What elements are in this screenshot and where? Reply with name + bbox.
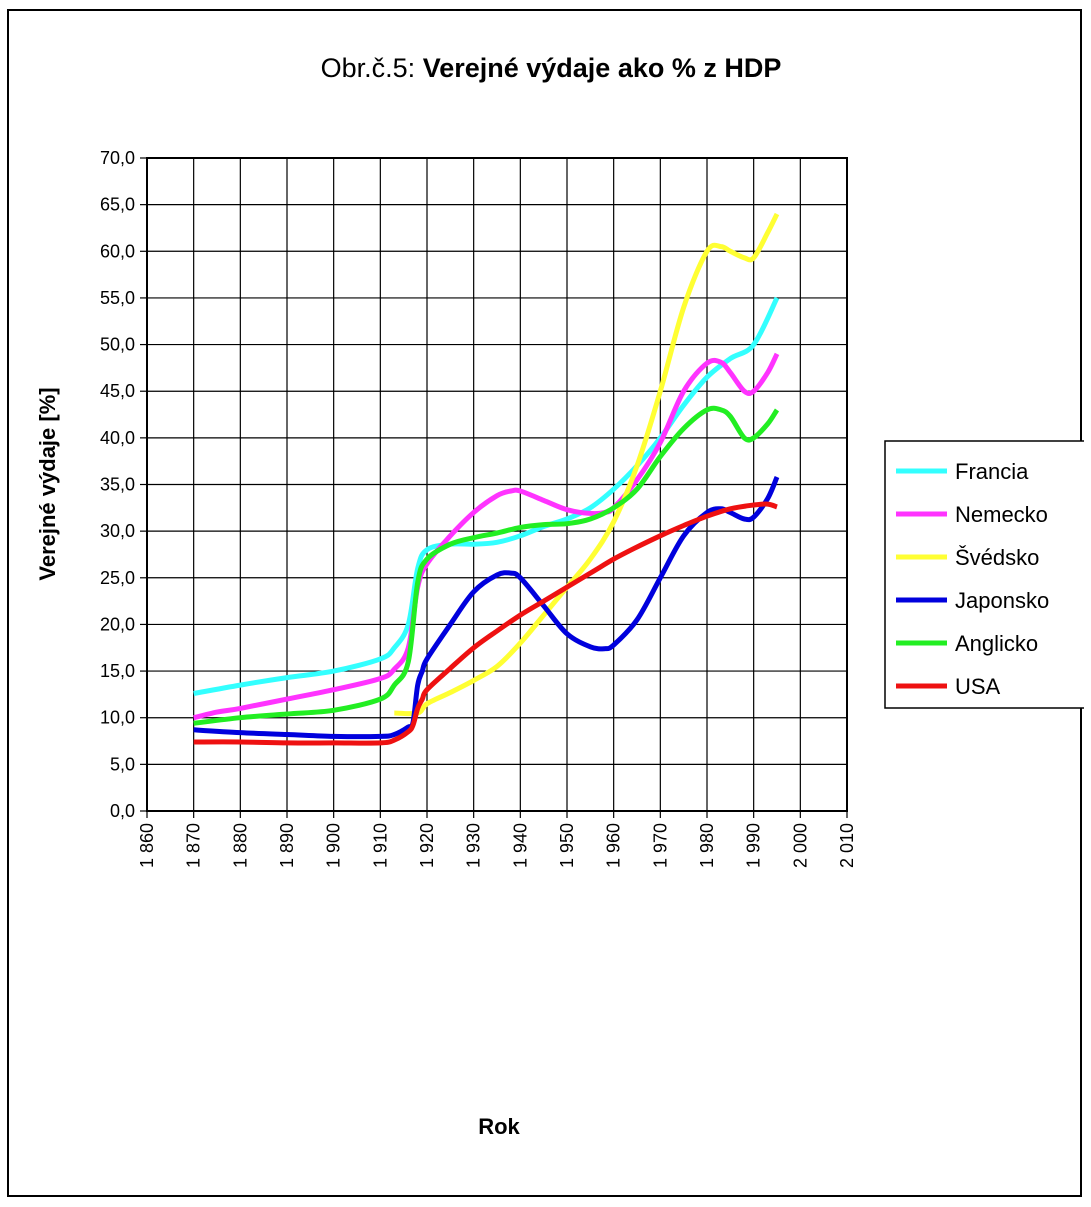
grid <box>146 157 848 812</box>
series-line-anglicko <box>193 405 780 726</box>
x-tick-label: 1 960 <box>604 823 624 868</box>
y-tick-label: 0,0 <box>110 801 135 821</box>
x-tick-label: 1 880 <box>230 823 250 868</box>
y-tick-label: 25,0 <box>100 568 135 588</box>
y-tick-label: 15,0 <box>100 661 135 681</box>
series-line-japonsko <box>193 475 780 740</box>
y-tick-label: 55,0 <box>100 288 135 308</box>
y-tick-label: 10,0 <box>100 708 135 728</box>
legend-box <box>884 440 1084 709</box>
chart-title-main: Verejné výdaje ako % z HDP <box>423 53 782 83</box>
x-tick-label: 1 980 <box>697 823 717 868</box>
y-tick-label: 45,0 <box>100 381 135 401</box>
y-tick-label: 50,0 <box>100 335 135 355</box>
x-tick-label: 1 910 <box>370 823 390 868</box>
x-axis-ticks: 1 860 1 870 1 880 1 890 1 900 1 910 1 920 1 930… <box>137 811 857 868</box>
chart-title-prefix: Obr.č.5: <box>321 53 416 83</box>
y-tick-label: 5,0 <box>110 754 135 774</box>
x-tick-label: 1 870 <box>184 823 204 868</box>
legend-label: Francia <box>955 459 1029 484</box>
x-tick-label: 1 940 <box>510 823 530 868</box>
legend-label: USA <box>955 674 1001 699</box>
series-lines <box>193 212 780 746</box>
x-axis-title: Rok <box>478 1114 520 1139</box>
x-tick-label: 1 890 <box>277 823 297 868</box>
legend-label: Japonsko <box>955 588 1049 613</box>
x-tick-label: 1 990 <box>744 823 764 868</box>
x-tick-label: 1 930 <box>464 823 484 868</box>
y-tick-label: 20,0 <box>100 614 135 634</box>
legend-label: Švédsko <box>955 545 1039 570</box>
series-line-francia <box>193 296 780 696</box>
x-tick-label: 2 010 <box>837 823 857 868</box>
y-tick-label: 60,0 <box>100 241 135 261</box>
x-tick-label: 1 950 <box>557 823 577 868</box>
y-axis-ticks: 0,0 5,0 10,0 15,0 20,0 25,0 30,0 35,0 40,0 45,0 50… <box>100 148 147 821</box>
series-line-švédsko <box>394 212 780 717</box>
x-tick-label: 1 920 <box>417 823 437 868</box>
series-line-usa <box>193 501 778 746</box>
y-tick-label: 40,0 <box>100 428 135 448</box>
chart-title: Obr.č.5: Verejné výdaje ako % z HDP <box>321 53 782 83</box>
series-line-nemecko <box>193 352 780 721</box>
y-tick-label: 35,0 <box>100 475 135 495</box>
chart-frame: Obr.č.5: Verejné výdaje ako % z HDP 0,0 5… <box>7 9 1084 1197</box>
y-tick-label: 30,0 <box>100 521 135 541</box>
y-tick-label: 65,0 <box>100 195 135 215</box>
legend-label: Anglicko <box>955 631 1038 656</box>
legend-label: Nemecko <box>955 502 1048 527</box>
y-axis-title: Verejné výdaje [%] <box>35 387 60 580</box>
x-tick-label: 1 860 <box>137 823 157 868</box>
x-tick-label: 2 000 <box>790 823 810 868</box>
y-tick-label: 70,0 <box>100 148 135 168</box>
chart: Obr.č.5: Verejné výdaje ako % z HDP 0,0 5… <box>35 53 1084 1139</box>
x-tick-label: 1 970 <box>650 823 670 868</box>
legend: Francia Nemecko Švédsko Japonsko Anglicko USA <box>884 440 1084 709</box>
x-tick-label: 1 900 <box>324 823 344 868</box>
